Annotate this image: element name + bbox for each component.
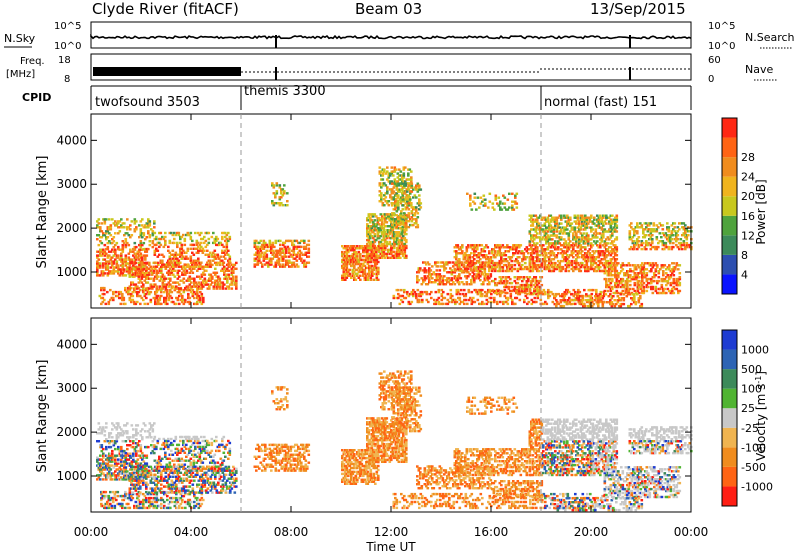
colorbar-swatch	[722, 118, 737, 138]
colorbar-tick-label: -25	[741, 422, 759, 435]
y-tick-label: 2000	[56, 425, 87, 439]
colorbar-tick-label: 1000	[741, 344, 769, 357]
colorbar-swatch	[722, 274, 737, 294]
nsky-tick-top: 10^5	[54, 21, 81, 32]
power-axes: 1000 2000 3000 4000	[56, 114, 692, 308]
colorbar-swatch	[722, 466, 737, 487]
nsky-trace	[90, 33, 692, 40]
cpid-program-1: twofsound 3503	[95, 95, 200, 110]
colorbar-swatch	[722, 137, 737, 158]
freq-panel: Freq. [MHz] 18 8 60 0 Nave	[6, 53, 778, 85]
cpid-program-3: normal (fast) 151	[544, 95, 657, 110]
colorbar-swatch	[722, 196, 737, 216]
x-tick-label: 20:00	[574, 525, 609, 539]
power-scatter-data	[96, 166, 693, 308]
y-tick-label: 4000	[56, 337, 87, 351]
colorbar-tick-label: -1000	[741, 480, 773, 493]
freq-label: Freq.	[20, 56, 45, 67]
velocity-colorbar: -1000 -500 -100 -25 25 100 500 1000	[721, 329, 773, 507]
nsearch-tick-top: 10^5	[708, 21, 735, 32]
colorbar-tick-label: 20	[741, 190, 755, 203]
x-tick-label: 08:00	[274, 525, 309, 539]
nsky-panel: N.Sky 10^5 10^0 10^5 10^0 N.Search	[4, 21, 795, 52]
x-tick-label: 16:00	[474, 525, 509, 539]
colorbar-swatch	[722, 486, 737, 506]
colorbar-swatch	[722, 254, 737, 275]
nave-tick-top: 60	[708, 55, 721, 66]
y-tick-label: 4000	[56, 133, 87, 147]
freq-tick-top: 18	[58, 55, 71, 66]
colorbar-tick-label: 28	[741, 151, 755, 164]
freq-block-twofsound	[93, 67, 241, 76]
nsearch-label: N.Search	[745, 31, 795, 44]
nsky-label: N.Sky	[4, 32, 36, 45]
x-tick-label: 00:00	[674, 525, 709, 539]
colorbar-swatch	[722, 176, 737, 197]
colorbar-swatch	[722, 388, 737, 409]
colorbar-swatch	[722, 215, 737, 236]
nave-label: Nave	[745, 63, 773, 76]
cpid-program-2: themis 3300	[244, 84, 326, 99]
x-tick-label: 12:00	[374, 525, 409, 539]
date-title: 13/Sep/2015	[590, 0, 686, 18]
colorbar-swatch	[722, 349, 737, 370]
power-panel: 1000 2000 3000 4000 Slant Range [km] 4 8 12 16…	[35, 113, 768, 309]
power-colorbar: 4 8 12 16 20 24 28	[721, 117, 755, 295]
colorbar-swatch	[722, 408, 737, 428]
beam-title: Beam 03	[355, 0, 422, 18]
velocity-colorbar-label: Velocity [m s-1]	[754, 371, 768, 461]
colorbar-tick-label: 25	[741, 402, 755, 415]
y-tick-label: 3000	[56, 177, 87, 191]
cpid-panel: CPID twofsound 3503 themis 3300 normal (…	[22, 84, 692, 110]
y-tick-label: 2000	[56, 221, 87, 235]
x-tick-label: 00:00	[74, 525, 109, 539]
y-tick-label: 1000	[56, 265, 87, 279]
nsearch-tick-bottom: 10^0	[708, 41, 735, 52]
x-tick-labels: 00:00 04:00 08:00 12:00 16:00 20:00 00:00	[74, 525, 709, 539]
colorbar-tick-label: 4	[741, 268, 748, 281]
colorbar-tick-label: 12	[741, 229, 755, 242]
colorbar-tick-label: 500	[741, 363, 762, 376]
freq-tick-bottom: 8	[64, 74, 70, 85]
velocity-scatter-data	[96, 370, 693, 512]
velocity-axes: 1000 2000 3000 4000	[56, 318, 692, 512]
cpid-label: CPID	[22, 91, 51, 104]
colorbar-tick-label: 100	[741, 383, 762, 396]
power-colorbar-label: Power [dB]	[754, 179, 768, 244]
colorbar-swatch	[722, 157, 737, 177]
colorbar-tick-label: 8	[741, 249, 748, 262]
freq-unit: [MHz]	[6, 69, 35, 80]
colorbar-swatch	[722, 427, 737, 448]
velocity-ylabel: Slant Range [km]	[35, 360, 50, 473]
y-tick-label: 1000	[56, 469, 87, 483]
colorbar-tick-label: 16	[741, 210, 755, 223]
y-tick-label: 3000	[56, 381, 87, 395]
colorbar-tick-label: -500	[741, 461, 766, 474]
colorbar-swatch	[722, 369, 737, 389]
nave-tick-bottom: 0	[708, 74, 714, 85]
colorbar-swatch	[722, 330, 737, 350]
nsky-tick-bottom: 10^0	[54, 41, 81, 52]
colorbar-swatch	[722, 235, 737, 255]
power-ylabel: Slant Range [km]	[35, 156, 50, 269]
x-tick-label: 04:00	[174, 525, 209, 539]
colorbar-tick-label: 24	[741, 171, 755, 184]
colorbar-swatch	[722, 447, 737, 467]
station-title: Clyde River (fitACF)	[92, 0, 239, 18]
x-axis-label: Time UT	[365, 540, 416, 554]
colorbar-tick-label: -100	[741, 441, 766, 454]
